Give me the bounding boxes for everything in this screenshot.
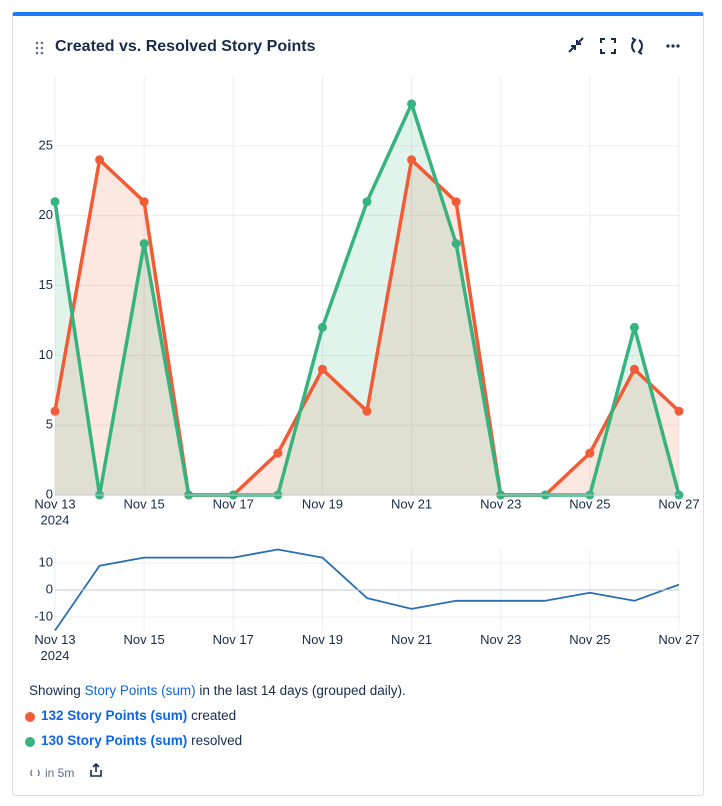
point: [674, 406, 684, 416]
x-tick-label: Nov 15: [124, 496, 165, 511]
link[interactable]: Story Points (sum): [84, 683, 196, 698]
label: created: [191, 708, 237, 723]
description: Showing Story Points (sum) in the last 1…: [29, 683, 406, 698]
drag-handle[interactable]: [35, 41, 45, 55]
line: [54, 548, 680, 632]
point: [317, 364, 327, 374]
more-icon[interactable]: [666, 44, 680, 48]
point: [95, 155, 105, 165]
area: [55, 159, 679, 496]
point: [139, 197, 149, 207]
x-tick-label: Nov 25: [569, 632, 610, 647]
share-icon[interactable]: [89, 762, 103, 778]
y-tick-label: -10: [34, 608, 53, 623]
point: [451, 197, 461, 207]
toolbar: [568, 37, 680, 55]
x-tick-label: Nov 13: [34, 496, 75, 511]
y-tick-label: 20: [39, 207, 53, 222]
refresh-icon[interactable]: [631, 37, 643, 55]
x-tick-label: Nov 23: [480, 632, 521, 647]
text: in the last 14 days (grouped daily).: [199, 683, 406, 698]
point: [629, 322, 639, 332]
y-tick-label: 10: [39, 347, 53, 362]
x-tick-label: Nov 15: [124, 632, 165, 647]
total: 130: [41, 733, 64, 748]
point: [407, 99, 417, 109]
point: [273, 448, 283, 458]
point: [451, 239, 461, 249]
link[interactable]: 130 Story Points (sum): [41, 733, 187, 748]
area: [55, 103, 679, 495]
unit: Story Points (sum): [67, 708, 188, 723]
point: [629, 364, 639, 374]
collapse-icon[interactable]: [568, 37, 584, 53]
link[interactable]: 132 Story Points (sum): [41, 708, 187, 723]
point: [407, 155, 417, 165]
x-tick-label: Nov 25: [569, 496, 610, 511]
y-tick-label: 5: [46, 417, 53, 432]
point: [139, 239, 149, 249]
widget-title: Created vs. Resolved Story Points: [55, 38, 316, 55]
x-tick-label: Nov 23: [480, 496, 521, 511]
fullscreen-icon[interactable]: [600, 38, 616, 54]
total: 132: [41, 708, 64, 723]
y-tick-label: 10: [39, 554, 53, 569]
y-tick-label: 0: [46, 486, 53, 501]
x-tick-label: Nov 21: [391, 632, 432, 647]
point: [585, 448, 595, 458]
summary-item: 132 Story Points (sum) created: [25, 708, 237, 723]
x-tick-label: Nov 13: [34, 632, 75, 647]
point: [50, 406, 60, 416]
text: Showing: [29, 683, 81, 698]
point: [362, 406, 372, 416]
unit: Story Points (sum): [67, 733, 188, 748]
refresh-small-icon: [30, 769, 40, 777]
x-tick-label: Nov 17: [213, 496, 254, 511]
refresh-info: in 5m: [45, 766, 75, 780]
legend-dot: [25, 737, 35, 747]
x-tick-label: Nov 17: [213, 632, 254, 647]
y-tick-label: 15: [39, 277, 53, 292]
x-tick-sublabel: 2024: [41, 648, 70, 663]
summary-item: 130 Story Points (sum) resolved: [25, 733, 243, 748]
x-tick-label: Nov 19: [302, 496, 343, 511]
y-tick-label: 25: [39, 137, 53, 152]
label: resolved: [191, 733, 243, 748]
x-tick-sublabel: 2024: [41, 512, 70, 527]
widget: Created vs. Resolved Story Points 0 5 10 15…: [12, 12, 704, 796]
legend-dot: [25, 712, 35, 722]
x-tick-label: Nov 27: [658, 632, 699, 647]
y-tick-label: 0: [46, 581, 53, 596]
point: [362, 197, 372, 207]
x-tick-label: Nov 19: [302, 632, 343, 647]
point: [50, 197, 60, 207]
point: [317, 322, 327, 332]
x-tick-label: Nov 27: [658, 496, 699, 511]
x-tick-label: Nov 21: [391, 496, 432, 511]
